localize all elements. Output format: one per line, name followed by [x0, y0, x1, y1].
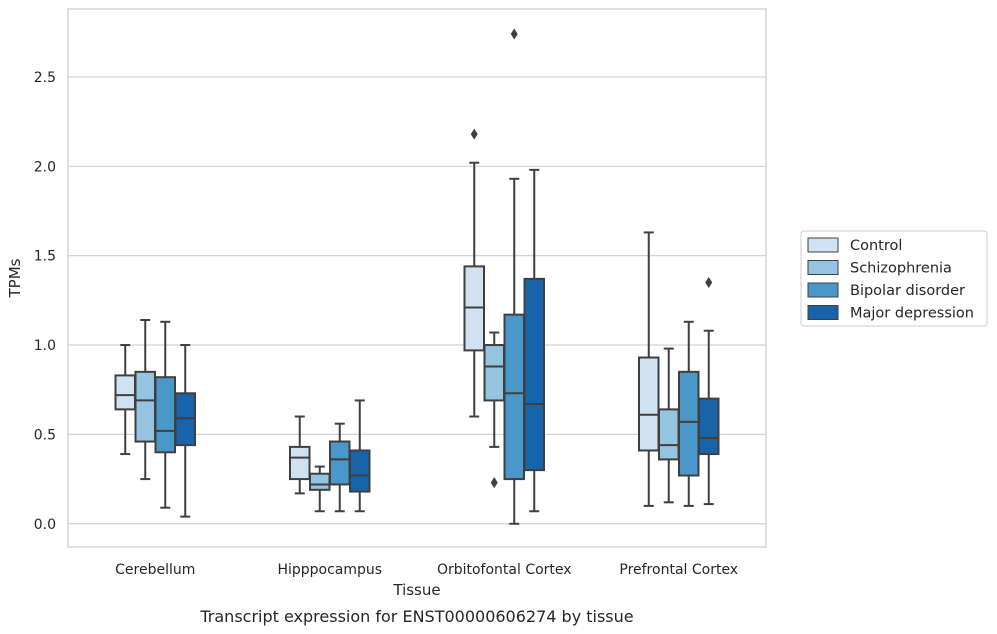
legend-swatch [807, 237, 839, 253]
box-0-1 [134, 319, 156, 481]
y-tick-label: 2.5 [34, 70, 56, 86]
legend: Control Schizophrenia Bipolar disorder Majo… [800, 230, 988, 327]
box-iqr [114, 374, 136, 411]
y-tick-label: 1.5 [34, 249, 56, 265]
x-axis-ticks: Cerebellum Hipppocampus Orbitofontal Corte… [115, 562, 738, 578]
legend-label: Schizophrenia [850, 261, 952, 277]
x-tick-label: Cerebellum [115, 562, 195, 578]
y-axis-title: TPMs [6, 258, 24, 298]
outlier-point [510, 28, 518, 40]
box-iqr [134, 370, 156, 443]
box-iqr [523, 277, 545, 472]
box-3-2 [678, 320, 700, 507]
box-iqr [349, 449, 371, 493]
box-0-3 [174, 344, 196, 518]
box-iqr [483, 344, 505, 402]
outlier-point [470, 128, 478, 140]
y-tick-label: 2.0 [34, 159, 56, 175]
box-1-2 [329, 422, 351, 513]
outlier-point [490, 477, 498, 489]
y-tick-label: 0.5 [34, 427, 56, 443]
x-axis-title: Tissue [392, 581, 440, 599]
x-tick-label: Hipppocampus [277, 562, 382, 578]
box-3-0 [638, 231, 660, 507]
x-tick-label: Prefrontal Cortex [619, 562, 738, 578]
boxes [114, 28, 720, 525]
box-iqr [678, 370, 700, 477]
box-2-3 [523, 168, 545, 513]
legend-frame [800, 230, 988, 327]
box-iqr [658, 408, 680, 461]
box-iqr [154, 376, 176, 454]
box-3-3 [698, 276, 720, 506]
legend-label: Control [850, 238, 902, 254]
box-0-0 [114, 344, 136, 456]
box-2-0 [463, 128, 485, 418]
box-1-3 [349, 399, 371, 513]
legend-swatch [807, 305, 839, 320]
legend-swatch [807, 260, 839, 275]
box-iqr [638, 356, 660, 452]
y-axis-ticks: 0.0 0.5 1.0 1.5 2.0 2.5 [34, 70, 56, 533]
y-tick-label: 1.0 [34, 338, 56, 354]
box-iqr [698, 397, 720, 456]
plot-frame [67, 8, 767, 548]
box-1-1 [309, 465, 331, 513]
box-iqr [329, 440, 351, 486]
legend-label: Bipolar disorder [850, 283, 965, 299]
x-tick-label: Orbitofontal Cortex [437, 562, 572, 578]
chart-caption: Transcript expression for ENST0000060627… [199, 607, 633, 626]
box-2-1 [483, 331, 505, 489]
box-iqr [309, 472, 331, 491]
box-3-1 [658, 347, 680, 504]
box-1-0 [289, 415, 311, 495]
legend-swatch [807, 282, 839, 298]
box-2-2 [503, 28, 525, 525]
legend-label: Major depression [850, 306, 974, 322]
outlier-point [705, 276, 713, 288]
box-iqr [503, 313, 525, 481]
box-iqr [289, 445, 311, 481]
y-tick-label: 0.0 [34, 517, 56, 533]
box-0-2 [154, 320, 176, 509]
